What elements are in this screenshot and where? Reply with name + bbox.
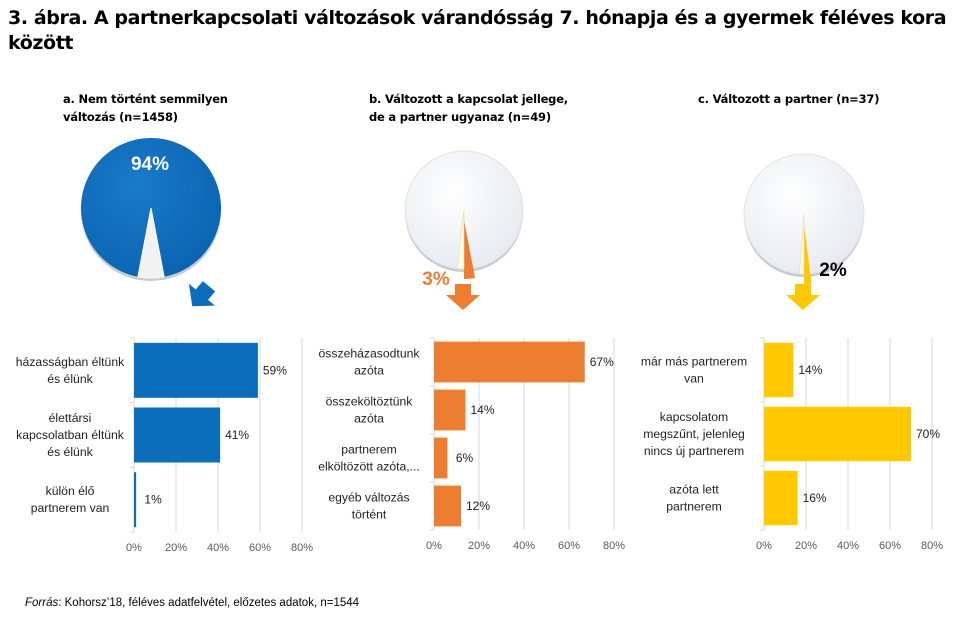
bar-value-label: 67% (590, 355, 614, 369)
x-tick-label: 40% (207, 542, 229, 554)
x-tick-label: 80% (603, 540, 625, 552)
category-label: kapcsolatom (660, 410, 728, 424)
bar-chart-c: 0% 20% 40% 60% 80% 14% már más partnerem van 70%… (641, 337, 943, 552)
x-tick-label: 20% (468, 540, 490, 552)
panel-b-title: b. Változott a kapcsolat jellege, de a p… (369, 90, 568, 126)
bar (434, 341, 585, 383)
category-label: egyéb változás (328, 491, 409, 505)
pie-slice-c-highlight (804, 224, 812, 284)
x-tick-label: 40% (513, 540, 535, 552)
category-label: házasságban éltünk (16, 355, 125, 369)
category-label: azóta (354, 364, 384, 378)
x-tick-label: 80% (291, 542, 313, 554)
source-label: Forrás (25, 597, 59, 609)
down-arrow-icon (786, 284, 820, 310)
pie-slice-a-highlight (80, 138, 222, 277)
category-label: és élünk (47, 372, 93, 386)
bar-chart-b: 0% 20% 40% 60% 80% 67% összeházasodtunk azóta 14… (318, 337, 625, 552)
bar-value-label: 14% (470, 403, 494, 417)
pie-chart-a: 94% (80, 138, 222, 281)
pie-slice-a-rest (137, 207, 165, 279)
bar (764, 470, 798, 526)
bar-value-label: 16% (803, 491, 827, 505)
category-label: partnerem van (31, 501, 110, 515)
bar-value-label: 6% (456, 451, 474, 465)
pie-slice-c-accent (799, 213, 805, 275)
x-tick-label: 60% (879, 540, 901, 552)
panel-a-title-line: a. Nem történt semmilyen (63, 92, 228, 106)
category-label: összeházasodtunk (319, 347, 421, 361)
bar-value-label: 70% (916, 427, 940, 441)
category-label: van (684, 372, 704, 386)
category-label: történt (352, 508, 387, 522)
x-tick-label: 0% (756, 540, 772, 552)
panel-c-title: c. Változott a partner (n=37) (698, 90, 879, 108)
category-label: külön élő (46, 484, 95, 498)
x-tick-label: 60% (558, 540, 580, 552)
bar-value-label: 12% (466, 499, 490, 513)
pie-slice-b-highlight (464, 220, 476, 279)
source-note: Forrás: Kohorsz’18, féléves adatfelvétel… (25, 597, 359, 609)
pie-label-a: 94% (131, 154, 169, 175)
bar (434, 485, 461, 527)
panel-a-title: a. Nem történt semmilyen változás (n=145… (63, 90, 228, 126)
bar (764, 406, 911, 462)
category-label: és élünk (47, 445, 93, 459)
pie-slice-b-accent (457, 209, 465, 270)
panel-b-title-line: b. Változott a kapcsolat jellege, (369, 92, 568, 106)
category-label: élettársi (49, 411, 92, 425)
category-label: elköltözött azóta,... (318, 460, 420, 474)
category-label: már más partnerem (641, 355, 747, 369)
figure-title: 3. ábra. A partnerkapcsolati változások … (8, 7, 947, 54)
panel-a-title-line: változás (n=1458) (63, 110, 178, 124)
pie-chart-b: 3% (404, 150, 524, 290)
bar (134, 342, 258, 398)
category-label: azóta lett (669, 483, 719, 497)
bar-chart-a: 0% 20% 40% 60% 80% 59% házasságban éltünk és él… (16, 337, 313, 554)
source-text: : Kohorsz’18, féléves adatfelvétel, előz… (58, 597, 360, 609)
bar (764, 342, 794, 398)
category-label: összeköltöztünk (326, 395, 414, 409)
down-arrow-icon (188, 281, 216, 307)
category-label: partnerem (341, 443, 397, 457)
pie-chart-c: 2% (743, 153, 865, 284)
down-arrow-icon-shape (188, 281, 216, 307)
panel-c-title-line: c. Változott a partner (n=37) (698, 92, 880, 106)
down-arrow-icon (446, 284, 480, 310)
bar (434, 389, 466, 431)
category-label: megszűnt, jelenleg (643, 427, 745, 441)
x-tick-label: 0% (426, 540, 442, 552)
x-tick-label: 0% (126, 542, 142, 554)
bar-value-label: 59% (263, 363, 287, 377)
bar (134, 472, 137, 528)
bar-value-label: 41% (225, 428, 249, 442)
pie-label-b: 3% (422, 269, 450, 290)
category-label: partnerem (666, 500, 722, 514)
bar-value-label: 14% (798, 363, 822, 377)
category-label: azóta (354, 412, 384, 426)
x-tick-label: 80% (921, 540, 943, 552)
bar-value-label: 1% (144, 493, 162, 507)
x-tick-label: 60% (249, 542, 271, 554)
category-label: nincs új partnerem (644, 444, 744, 458)
category-label: kapcsolatban éltünk (16, 428, 125, 442)
x-tick-label: 20% (795, 540, 817, 552)
down-arrow-icon-shape (446, 284, 480, 310)
panel-b-title-line: de a partner ugyanaz (n=49) (369, 110, 551, 124)
down-arrow-icon-shape (786, 284, 820, 310)
x-tick-label: 40% (837, 540, 859, 552)
bar (134, 407, 221, 463)
x-tick-label: 20% (165, 542, 187, 554)
pie-label-c: 2% (819, 260, 847, 281)
bar (434, 437, 448, 479)
